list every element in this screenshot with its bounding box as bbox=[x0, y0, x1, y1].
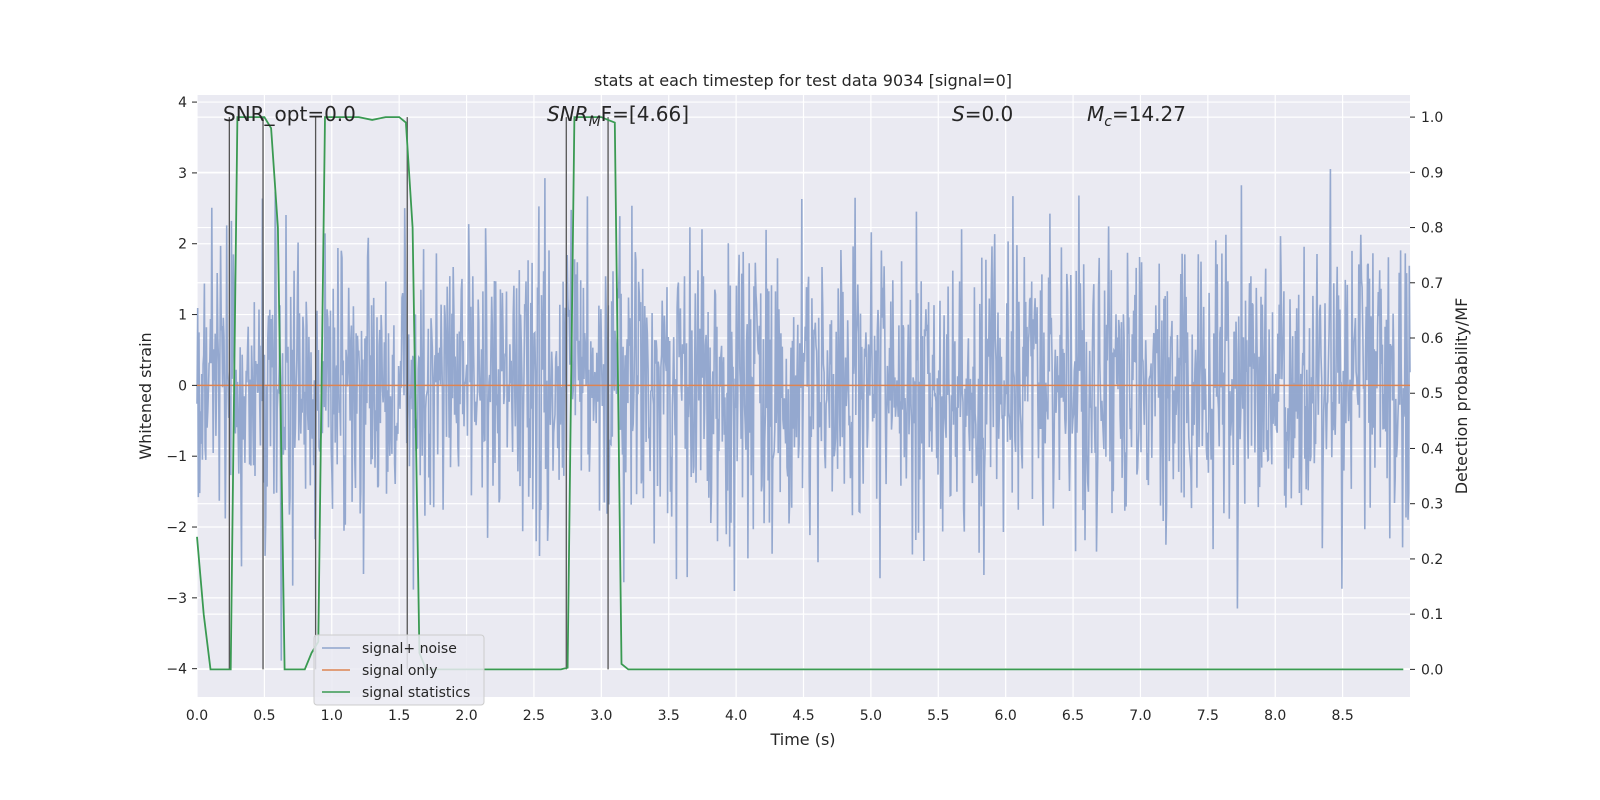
y2-tick-label: 0.3 bbox=[1421, 497, 1443, 513]
x-tick-label: 4.5 bbox=[792, 708, 814, 724]
y-tick-label: 4 bbox=[178, 95, 187, 111]
y-axis-ticks: 4 3 2 1 0 −1 −2 −3 −4 bbox=[166, 95, 197, 678]
y2-tick-label: 0.7 bbox=[1421, 276, 1443, 292]
y-tick-label: −2 bbox=[166, 520, 187, 536]
x-tick-label: 2.5 bbox=[523, 708, 545, 724]
x-tick-label: 1.5 bbox=[388, 708, 410, 724]
y2-tick-label: 0.5 bbox=[1421, 386, 1443, 402]
y2-tick-label: 0.8 bbox=[1421, 221, 1443, 237]
x-tick-label: 2.0 bbox=[455, 708, 477, 724]
y-axis-label: Whitened strain bbox=[136, 332, 155, 459]
legend-box bbox=[313, 634, 485, 706]
snr-opt-annotation: SNR_opt=0.0 bbox=[223, 102, 356, 126]
x-tick-label: 3.5 bbox=[658, 708, 680, 724]
x-tick-label: 1.0 bbox=[321, 708, 343, 724]
y-tick-label: −3 bbox=[166, 591, 187, 607]
y2-tick-label: 0.0 bbox=[1421, 662, 1443, 678]
y2-axis-label: Detection probability/MF bbox=[1452, 298, 1471, 495]
y2-axis-ticks: 1.0 0.9 0.8 0.7 0.6 0.5 0.4 0.3 0.2 0.1 0.0 bbox=[1410, 110, 1443, 678]
y-tick-label: 3 bbox=[178, 166, 187, 182]
snr-mf-base: SNR bbox=[547, 102, 589, 126]
y2-tick-label: 0.6 bbox=[1421, 331, 1443, 347]
x-tick-label: 3.0 bbox=[590, 708, 612, 724]
y-tick-label: −4 bbox=[166, 662, 187, 678]
legend: signal+ noise signal only signal statist… bbox=[313, 634, 485, 706]
mc-subscript: c bbox=[1104, 114, 1112, 130]
signal-statistics-line bbox=[196, 116, 1404, 671]
snr-mf-rest: F=[4.66] bbox=[601, 102, 689, 126]
y2-tick-label: 1.0 bbox=[1421, 110, 1443, 126]
y-tick-label: −1 bbox=[166, 449, 187, 465]
x-tick-label: 4.0 bbox=[725, 708, 747, 724]
x-tick-label: 0.0 bbox=[186, 708, 208, 724]
x-tick-label: 8.5 bbox=[1331, 708, 1353, 724]
y-tick-label: 1 bbox=[178, 308, 187, 324]
y2-tick-label: 0.9 bbox=[1421, 165, 1443, 181]
x-tick-label: 5.0 bbox=[860, 708, 882, 724]
x-tick-label: 7.0 bbox=[1129, 708, 1151, 724]
y-tick-label: 0 bbox=[178, 378, 187, 394]
x-tick-label: 8.0 bbox=[1264, 708, 1286, 724]
x-axis-label: Time (s) bbox=[769, 730, 835, 749]
s-annotation: S=0.0 bbox=[952, 102, 1013, 126]
mc-annotation: Mc=14.27 bbox=[1087, 102, 1186, 130]
x-tick-label: 0.5 bbox=[253, 708, 275, 724]
mc-base: M bbox=[1087, 102, 1104, 126]
y2-tick-label: 0.4 bbox=[1421, 441, 1443, 457]
x-tick-label: 6.5 bbox=[1062, 708, 1084, 724]
signal-statistics-series bbox=[196, 116, 1404, 671]
chart-title: stats at each timestep for test data 903… bbox=[594, 71, 1012, 90]
x-tick-label: 6.0 bbox=[995, 708, 1017, 724]
legend-entry-signal: signal only bbox=[362, 663, 437, 679]
y2-tick-label: 0.1 bbox=[1421, 607, 1443, 623]
legend-entry-stats: signal statistics bbox=[362, 685, 470, 701]
signal-noise-series bbox=[196, 168, 1411, 661]
vertical-markers bbox=[228, 117, 609, 670]
y2-tick-label: 0.2 bbox=[1421, 552, 1443, 568]
x-tick-label: 5.5 bbox=[927, 708, 949, 724]
snr-mf-annotation: SNRMF=[4.66] bbox=[547, 102, 689, 130]
x-axis-ticks: 0.0 0.5 1.0 1.5 2.0 2.5 3.0 3.5 4.0 4.5 5.0 5.5 6.0 6… bbox=[186, 708, 1354, 724]
x-tick-label: 7.5 bbox=[1197, 708, 1219, 724]
y-tick-label: 2 bbox=[178, 237, 187, 253]
s-label: S bbox=[952, 102, 965, 126]
signal-noise-line bbox=[196, 168, 1411, 661]
legend-entry-noise: signal+ noise bbox=[362, 641, 457, 657]
s-value: =0.0 bbox=[965, 102, 1014, 126]
snr-mf-subscript: M bbox=[589, 114, 601, 130]
mc-value: =14.27 bbox=[1112, 102, 1186, 126]
